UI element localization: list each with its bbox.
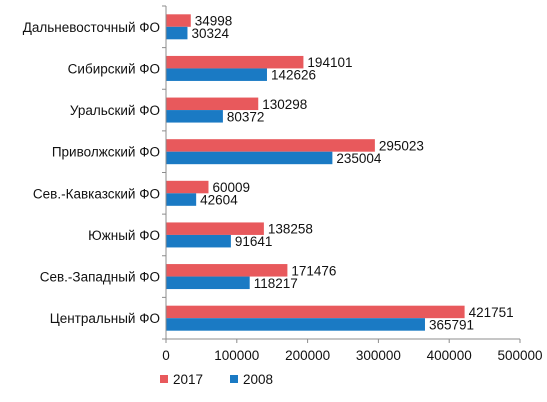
data-label-2017-2: 130298 (262, 97, 307, 112)
x-tick-label-1: 100000 (214, 348, 259, 363)
bar-2017-0 (166, 14, 191, 27)
x-tick-label-2: 200000 (285, 348, 330, 363)
legend-label-2017: 2017 (173, 372, 203, 387)
data-label-2008-1: 142626 (271, 68, 316, 83)
data-label-2008-7: 365791 (429, 317, 474, 332)
data-label-2017-1: 194101 (307, 55, 352, 70)
bar-2008-3 (166, 151, 333, 165)
bar-2017-5 (166, 222, 264, 235)
category-label-4: Сев.-Кавказский ФО (33, 186, 160, 201)
legend-swatch-2017 (160, 375, 168, 383)
legend-swatch-2008 (230, 375, 238, 383)
category-label-3: Приволжский ФО (52, 145, 160, 160)
legend-label-2008: 2008 (243, 372, 273, 387)
category-label-1: Сибирский ФО (68, 61, 160, 76)
bar-2017-3 (166, 139, 375, 152)
category-label-0: Дальневосточный ФО (23, 20, 160, 35)
data-label-2008-3: 235004 (336, 151, 382, 166)
x-ticks-group: 0 100000 200000 300000 400000 500000 (162, 339, 543, 363)
data-label-2017-4: 60009 (212, 180, 250, 195)
x-tick-label-5: 500000 (497, 348, 542, 363)
x-tick-label-3: 300000 (356, 348, 401, 363)
data-label-2017-7: 421751 (469, 305, 514, 320)
bar-2008-4 (166, 193, 197, 206)
data-label-2008-6: 118217 (254, 276, 298, 291)
bar-2017-6 (166, 264, 288, 277)
data-label-2017-0: 34998 (195, 14, 233, 29)
bar-2017-2 (166, 97, 259, 111)
data-label-2008-5: 91641 (235, 234, 273, 249)
category-label-6: Сев.-Западный ФО (40, 270, 160, 285)
data-label-2008-4: 42604 (200, 193, 238, 208)
data-label-2017-3: 295023 (379, 138, 424, 153)
x-tick-label-4: 400000 (427, 348, 472, 363)
data-label-2017-6: 171476 (291, 263, 336, 278)
x-tick-label-0: 0 (162, 348, 170, 363)
bar-2008-6 (166, 276, 250, 290)
category-label-7: Центральный ФО (50, 311, 160, 326)
bar-2008-1 (166, 68, 267, 81)
bars-group (166, 14, 465, 331)
category-labels-group: Дальневосточный ФО Сибирский ФО Уральский … (23, 5, 166, 340)
data-label-2017-5: 138258 (268, 222, 313, 237)
legend: 2017 2008 (160, 372, 273, 387)
data-label-2008-0: 30324 (191, 26, 229, 41)
category-label-5: Южный ФО (88, 228, 160, 243)
data-label-2008-2: 80372 (227, 109, 265, 124)
bar-2017-1 (166, 55, 304, 69)
bar-2008-5 (166, 234, 231, 248)
bar-2008-0 (166, 26, 188, 40)
category-label-2: Уральский ФО (70, 103, 160, 118)
bar-2017-4 (166, 180, 209, 194)
bar-2008-7 (166, 318, 425, 331)
bar-2017-7 (166, 305, 465, 319)
bar-2008-2 (166, 110, 223, 123)
